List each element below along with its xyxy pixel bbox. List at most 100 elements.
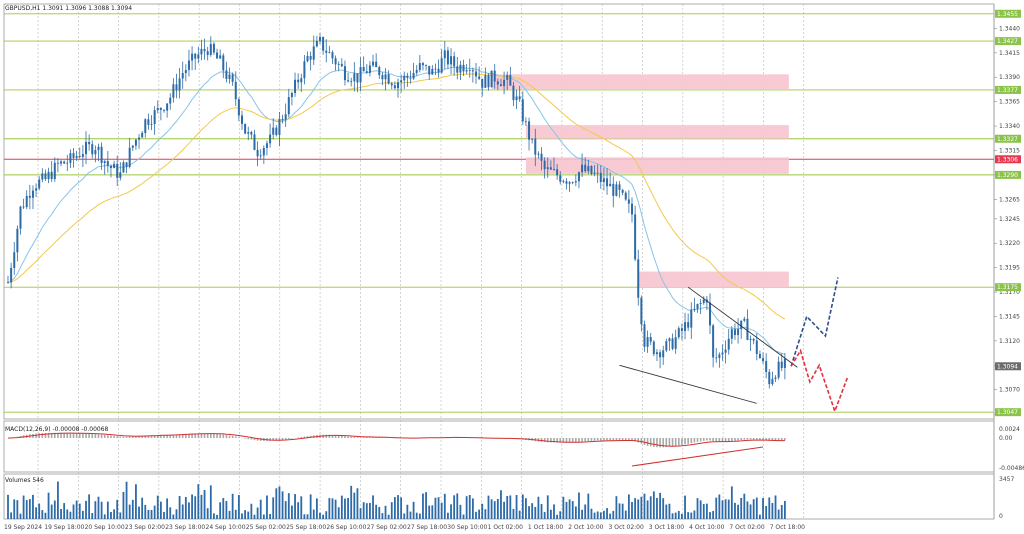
- candle-body-181: [571, 182, 574, 184]
- projection-bearish: [790, 348, 849, 414]
- macd-bar-43: [141, 435, 143, 438]
- volume-bar-41: [135, 484, 137, 519]
- candle-body-231: [727, 338, 730, 350]
- volume-bar-184: [581, 509, 583, 519]
- candle-body-9: [35, 188, 38, 191]
- candle-body-191: [602, 178, 605, 183]
- macd-bar-227: [715, 438, 718, 442]
- volume-bar-151: [478, 509, 481, 519]
- macd-bar-50: [163, 434, 165, 438]
- volume-bar-50: [163, 511, 165, 519]
- candle-body-82: [262, 148, 265, 156]
- macd-bar-232: [731, 438, 733, 441]
- volume-bar-115: [365, 503, 368, 519]
- volume-bar-132: [418, 513, 421, 519]
- volume-bar-63: [203, 489, 206, 519]
- macd-bar-68: [219, 434, 221, 438]
- volume-bar-239: [752, 499, 755, 519]
- macd-bar-44: [144, 435, 147, 438]
- volume-bar-247: [777, 509, 780, 519]
- volume-bar-3: [16, 500, 19, 519]
- candle-body-182: [574, 181, 577, 183]
- volume-bar-12: [44, 512, 47, 519]
- volume-bar-109: [347, 497, 349, 519]
- wedge-upper-line: [687, 286, 798, 368]
- price-label-box-1: [995, 37, 1021, 46]
- candle-body-159: [503, 79, 506, 87]
- macd-bar-246: [774, 438, 777, 442]
- candle-body-114: [362, 67, 365, 72]
- candle-body-136: [431, 68, 434, 75]
- volume-bar-35: [116, 499, 119, 519]
- volume-bar-87: [278, 486, 281, 519]
- candle-body-90: [287, 97, 290, 115]
- volume-bar-165: [521, 494, 524, 519]
- volume-bar-129: [409, 511, 412, 519]
- macd-bar-245: [771, 438, 774, 441]
- candle-body-77: [247, 132, 250, 134]
- candle-body-55: [178, 78, 181, 91]
- candle-body-198: [624, 192, 627, 200]
- macd-bar-214: [674, 438, 677, 446]
- volume-bar-120: [381, 513, 384, 519]
- volume-bar-244: [768, 497, 771, 519]
- volume-bar-15: [53, 500, 56, 519]
- candle-body-61: [197, 54, 200, 59]
- candle-body-56: [181, 73, 184, 79]
- candle-body-167: [528, 121, 531, 140]
- macd-bar-199: [628, 438, 630, 441]
- volume-bar-71: [228, 510, 231, 519]
- candle-body-49: [159, 108, 162, 110]
- volume-bar-1: [10, 512, 13, 519]
- candle-body-164: [518, 96, 521, 100]
- candle-body-38: [125, 162, 128, 167]
- volume-bar-150: [475, 511, 477, 519]
- macd-bar-196: [618, 438, 621, 441]
- candle-body-160: [506, 75, 509, 80]
- volume-bar-127: [403, 513, 406, 519]
- volume-bar-39: [128, 504, 131, 519]
- candle-body-131: [415, 69, 418, 73]
- volume-bar-172: [543, 512, 546, 519]
- time-label-16: 3 Oct 18:00: [649, 524, 684, 531]
- macd-bar-32: [107, 435, 109, 438]
- volume-bar-92: [294, 494, 296, 519]
- volume-bar-196: [618, 503, 621, 519]
- candle-body-48: [156, 108, 159, 111]
- candle-body-28: [94, 150, 97, 155]
- volume-bar-188: [593, 512, 596, 519]
- volume-bar-202: [637, 499, 640, 519]
- macd-bar-228: [718, 438, 721, 442]
- volume-bar-236: [743, 493, 746, 519]
- macd-bar-35: [116, 436, 118, 438]
- candle-body-175: [553, 169, 555, 170]
- price-label-1: 1.3427: [997, 38, 1018, 45]
- volume-bar-234: [737, 504, 739, 519]
- volume-bar-168: [531, 503, 534, 519]
- candle-body-101: [322, 36, 325, 51]
- volume-bar-134: [425, 492, 427, 519]
- macd-bar-194: [612, 438, 615, 441]
- price-label-box-6: [995, 283, 1021, 292]
- candle-body-178: [562, 181, 565, 183]
- volume-bar-31: [103, 514, 106, 519]
- candle-body-137: [434, 68, 437, 70]
- ma-fast: [7, 66, 785, 355]
- candle-body-241: [758, 353, 761, 359]
- price-label-3: 1.3327: [997, 136, 1018, 143]
- volume-bar-48: [156, 495, 159, 519]
- volume-bar-32: [106, 501, 109, 519]
- volume-bar-153: [484, 509, 487, 519]
- macd-bar-90: [288, 438, 290, 439]
- candle-body-229: [721, 352, 724, 355]
- volume-bar-217: [684, 495, 686, 519]
- candle-body-78: [250, 132, 253, 135]
- candle-body-0: [7, 282, 9, 284]
- volume-bar-55: [178, 495, 181, 519]
- volume-bar-245: [771, 502, 774, 519]
- volume-bar-58: [188, 502, 190, 519]
- macd-bar-69: [222, 434, 225, 438]
- volume-bar-68: [219, 502, 222, 519]
- volume-bar-66: [213, 513, 215, 519]
- volume-bar-24: [81, 510, 84, 519]
